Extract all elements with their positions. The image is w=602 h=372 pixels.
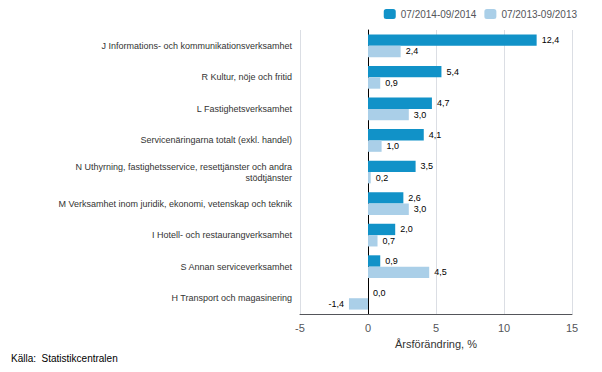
svg-text:3,5: 3,5	[421, 161, 434, 171]
svg-text:10: 10	[498, 322, 510, 334]
svg-text:L Fastighetsverksamhet: L Fastighetsverksamhet	[197, 104, 293, 114]
svg-text:N Uthyrning, fastighetsservice: N Uthyrning, fastighetsservice, resettjä…	[75, 162, 292, 172]
svg-text:07/2013-09/2013: 07/2013-09/2013	[501, 9, 577, 20]
svg-text:15: 15	[566, 322, 578, 334]
svg-text:0: 0	[365, 322, 371, 334]
svg-text:4,5: 4,5	[434, 267, 447, 277]
svg-text:R Kultur, nöje och fritid: R Kultur, nöje och fritid	[201, 72, 292, 82]
svg-text:-5: -5	[295, 322, 305, 334]
svg-text:07/2014-09/2014: 07/2014-09/2014	[401, 9, 477, 20]
svg-text:12,4: 12,4	[542, 35, 560, 45]
svg-text:0,9: 0,9	[385, 256, 398, 266]
svg-text:0,9: 0,9	[385, 78, 398, 88]
svg-text:I Hotell- och restaurangverksa: I Hotell- och restaurangverksamhet	[152, 230, 293, 240]
svg-text:5,4: 5,4	[446, 67, 459, 77]
svg-text:0,0: 0,0	[373, 288, 386, 298]
svg-text:2,0: 2,0	[400, 224, 413, 234]
svg-text:5: 5	[433, 322, 439, 334]
svg-text:-1,4: -1,4	[328, 299, 344, 309]
svg-text:H Transport och magasinering: H Transport och magasinering	[171, 293, 292, 303]
svg-text:3,0: 3,0	[414, 110, 427, 120]
svg-text:Källa: Statistikcentralen: Källa: Statistikcentralen	[11, 353, 118, 364]
svg-text:S Annan serviceverksamhet: S Annan serviceverksamhet	[180, 262, 292, 272]
svg-text:4,7: 4,7	[437, 98, 450, 108]
svg-text:0,2: 0,2	[376, 173, 389, 183]
svg-text:1,0: 1,0	[387, 141, 400, 151]
svg-text:Årsförändring, %: Årsförändring, %	[395, 338, 477, 350]
svg-text:J Informations- och kommunikat: J Informations- och kommunikationsverksa…	[101, 41, 292, 51]
svg-text:4,1: 4,1	[429, 130, 442, 140]
svg-text:Servicenäringarna totalt (exkl: Servicenäringarna totalt (exkl. handel)	[140, 135, 292, 145]
svg-text:3,0: 3,0	[414, 204, 427, 214]
svg-text:0,7: 0,7	[383, 236, 396, 246]
svg-text:2,4: 2,4	[406, 46, 419, 56]
svg-text:M Verksamhet inom juridik, eko: M Verksamhet inom juridik, ekonomi, vete…	[58, 199, 292, 209]
svg-text:2,6: 2,6	[408, 193, 421, 203]
svg-text:stödtjänster: stödtjänster	[245, 173, 292, 183]
